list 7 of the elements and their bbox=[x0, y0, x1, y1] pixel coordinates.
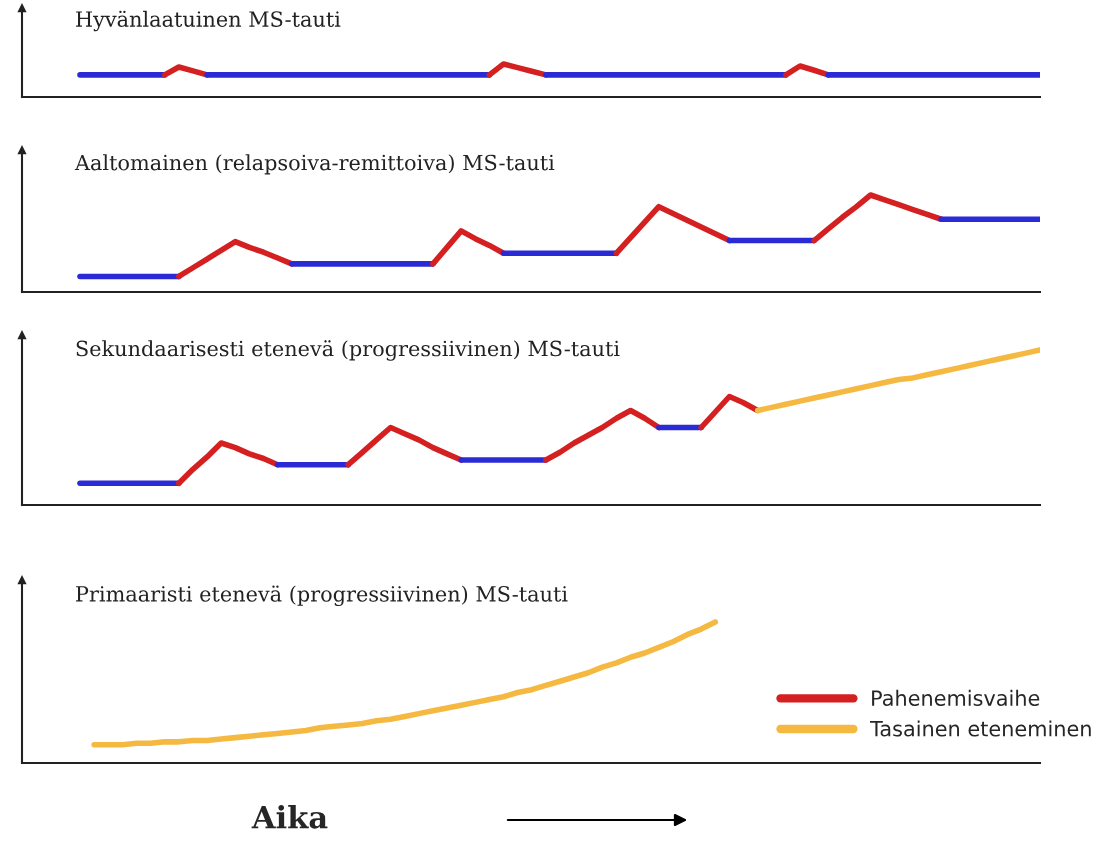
chart-title: Aaltomainen (relapsoiva-remittoiva) MS-tauti bbox=[74, 154, 555, 175]
x-axis-title: Aika bbox=[251, 805, 328, 829]
legend-label: Pahenemisvaihe bbox=[872, 689, 1040, 706]
text: Tasainen eteneminen bbox=[870, 720, 1091, 737]
chart-title: Sekundaarisesti etenevä (progressiivinen) MS-tauti bbox=[76, 340, 620, 361]
chart-title: Primaaristi etenevä (progressiivinen) MS-tauti bbox=[76, 585, 568, 607]
chart-title: Hyvänlaatuinen MS-tauti bbox=[76, 10, 341, 32]
